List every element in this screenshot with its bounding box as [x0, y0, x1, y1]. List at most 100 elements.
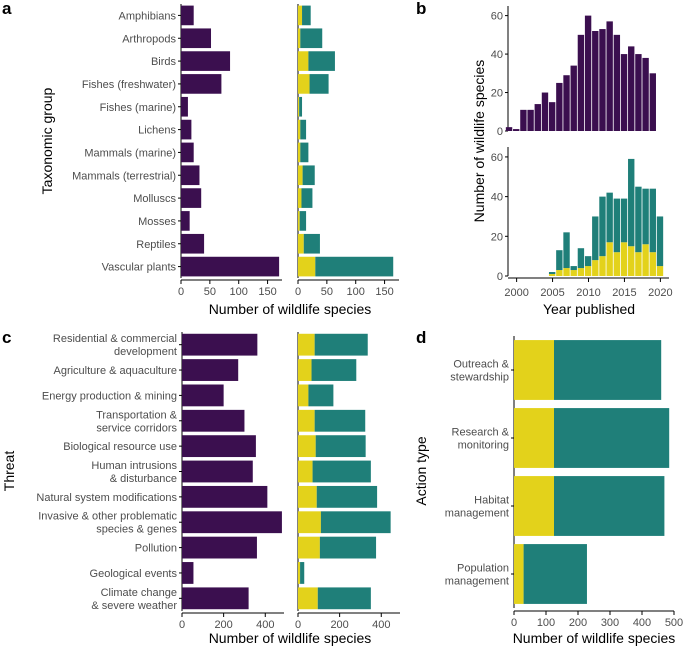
d-bar-teal [554, 340, 662, 400]
a-bar-yellow [298, 28, 301, 49]
b-bar-teal [649, 188, 656, 253]
d-bar-teal [554, 408, 670, 468]
a-bar-total [181, 5, 194, 26]
a-x-axis-title: Number of wildlife species [209, 301, 372, 317]
c-bar-teal [316, 485, 378, 508]
d-bar-yellow [514, 340, 554, 400]
c-bar-teal [308, 384, 334, 407]
d-category-label: Outreach & [453, 359, 509, 371]
d-bar-yellow [514, 544, 524, 604]
b-bar-yellow [649, 252, 656, 276]
a-bar-teal [309, 74, 329, 94]
b-bar-top [584, 15, 592, 131]
b-bar-teal [592, 216, 599, 261]
c-x-axis-title: Number of wildlife species [209, 630, 372, 646]
b-bar-top [649, 73, 656, 131]
b-x-tick-label: 2000 [504, 287, 528, 299]
a-bar-total [181, 119, 192, 140]
b-bar-teal [599, 196, 606, 257]
d-y-axis-title: Action type [413, 436, 429, 505]
a-category-label: Lichens [138, 125, 176, 137]
b-bar-top [548, 102, 556, 131]
b-top-y-tick-label: 0 [497, 126, 503, 138]
b-bar-yellow [620, 242, 628, 276]
d-x-tick-label: 200 [569, 617, 587, 629]
c-bar-total [182, 587, 249, 610]
a-bar-total [181, 233, 205, 254]
panel-label-a: a [2, 0, 12, 18]
a-bar-yellow [298, 211, 300, 231]
d-category-label: monitoring [458, 440, 509, 452]
b-bar-yellow [556, 270, 563, 276]
c-category-label: & disturbance [110, 473, 177, 485]
a-category-label: Reptiles [136, 239, 176, 251]
b-bar-teal [642, 188, 649, 245]
c-category-label: Geological events [90, 568, 178, 580]
b-bar-top [556, 82, 563, 131]
b-bar-yellow [635, 252, 642, 276]
a-bar-total [181, 142, 194, 163]
c-category-label: Residential & commercial [53, 333, 177, 345]
a-left-x-tick-label: 50 [204, 286, 216, 298]
b-bar-top [577, 34, 585, 131]
c-bar-teal [317, 587, 371, 610]
c-bar-yellow [298, 333, 315, 356]
c-bar-teal [311, 359, 357, 381]
b-x-tick-label: 2005 [540, 287, 564, 299]
a-category-label: Mosses [138, 216, 176, 228]
a-bar-total [181, 256, 280, 277]
a-bar-teal [303, 233, 320, 254]
c-right-x-tick-label: 200 [330, 619, 348, 631]
a-bar-teal [300, 119, 307, 140]
d-x-tick-label: 500 [665, 617, 683, 629]
a-category-label: Molluscs [133, 193, 176, 205]
b-bar-top [541, 92, 549, 131]
c-bar-teal [300, 562, 305, 584]
b-bar-teal [606, 192, 613, 243]
a-bar-total [181, 96, 188, 117]
c-bar-yellow [298, 511, 321, 534]
c-bar-yellow [298, 359, 312, 381]
c-right-x-tick-label: 400 [372, 619, 390, 631]
c-category-label: Invasive & other problematic [38, 511, 177, 523]
d-bar-yellow [514, 476, 554, 536]
d-x-tick-label: 300 [601, 617, 619, 629]
a-left-x-tick-label: 100 [230, 286, 248, 298]
a-bar-total [181, 188, 202, 208]
c-bar-total [182, 409, 245, 432]
b-bar-top [563, 75, 570, 131]
c-bar-yellow [298, 536, 320, 559]
b-bar-top [642, 57, 649, 131]
c-y-axis-title: Threat [1, 451, 17, 492]
a-bar-total [181, 28, 212, 49]
c-bar-yellow [298, 409, 315, 432]
a-left-x-tick-label: 150 [258, 286, 276, 298]
a-bar-yellow [298, 142, 301, 163]
b-x-tick-label: 2010 [576, 287, 600, 299]
a-right-x-tick-label: 50 [321, 286, 333, 298]
c-right-x-tick-label: 0 [295, 619, 301, 631]
a-y-axis-title: Taxonomic group [39, 87, 55, 194]
c-bar-teal [319, 536, 377, 559]
b-bar-teal [635, 186, 642, 253]
c-category-label: & severe weather [91, 600, 177, 612]
d-category-label: management [445, 508, 509, 520]
a-left-x-tick-label: 0 [178, 286, 184, 298]
c-category-label: service corridors [96, 422, 177, 434]
d-category-label: management [445, 576, 509, 588]
d-bar-teal [523, 544, 587, 604]
a-bar-teal [308, 51, 335, 71]
c-category-label: Agriculture & aquaculture [53, 365, 177, 377]
b-bar-teal [577, 248, 585, 269]
a-category-label: Fishes (freshwater) [82, 79, 176, 91]
a-right-x-tick-label: 0 [295, 286, 301, 298]
d-category-label: Research & [452, 427, 510, 439]
c-bar-total [182, 562, 194, 584]
b-bar-top [635, 54, 642, 132]
c-bar-total [182, 359, 239, 381]
b-bottom-y-tick-label: 20 [491, 231, 503, 243]
b-bar-yellow [548, 274, 556, 276]
c-category-label: Transportation & [96, 409, 178, 421]
c-bar-total [182, 485, 268, 508]
